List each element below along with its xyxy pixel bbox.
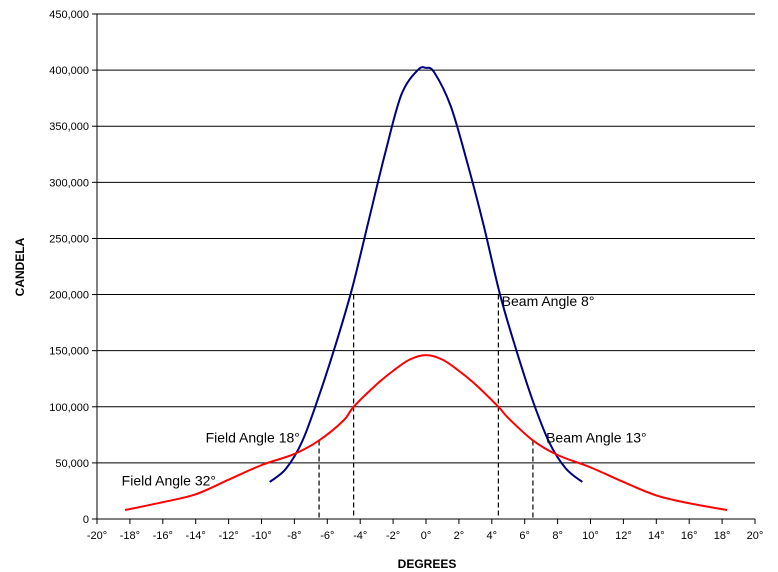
x-tick-label: 8° xyxy=(552,530,563,542)
x-tick-label: 10° xyxy=(582,530,599,542)
x-tick-label: 20° xyxy=(747,530,764,542)
y-axis-title: CANDELA xyxy=(13,237,27,296)
x-tick-label: -6° xyxy=(320,530,334,542)
x-tick-label: -4° xyxy=(353,530,367,542)
x-tick-label: 16° xyxy=(681,530,698,542)
x-tick-label: -14° xyxy=(186,530,206,542)
annotation-label: Beam Angle 8° xyxy=(502,293,595,309)
x-tick-label: 4° xyxy=(487,530,498,542)
y-tick-label: 250,000 xyxy=(49,233,89,245)
y-tick-label: 450,000 xyxy=(49,9,89,21)
annotation-label: Beam Angle 13° xyxy=(546,430,647,446)
grid-lines xyxy=(97,13,755,464)
y-tick-label: 50,000 xyxy=(55,458,89,470)
x-tick-label: 14° xyxy=(648,530,665,542)
x-tick-label: 18° xyxy=(714,530,731,542)
y-tick-labels: 0 50,000 100,000 150,000 200,000 250,000 300,0… xyxy=(49,9,89,526)
y-tick-label: 350,000 xyxy=(49,121,89,133)
x-tick-label: -18° xyxy=(120,530,140,542)
x-tick-labels: -20° -18° -16° -14° -12° -10° -8° -6° -4° -2° 0° 2°… xyxy=(87,530,763,542)
x-tick-label: -20° xyxy=(87,530,107,542)
y-tick-label: 400,000 xyxy=(49,65,89,77)
y-tick-label: 0 xyxy=(83,514,89,526)
x-tick-label: -12° xyxy=(218,530,238,542)
x-tick-label: 0° xyxy=(421,530,432,542)
x-tick-label: 12° xyxy=(615,530,632,542)
x-tick-label: 6° xyxy=(519,530,530,542)
series-line-1 xyxy=(269,66,583,483)
x-tick-label: -16° xyxy=(153,530,173,542)
y-tick-label: 200,000 xyxy=(49,290,89,302)
series-line-2 xyxy=(124,354,728,512)
series-lines xyxy=(124,66,728,512)
x-axis-title: DEGREES xyxy=(398,557,457,571)
y-tick-label: 150,000 xyxy=(49,346,89,358)
y-tick-label: 100,000 xyxy=(49,402,89,414)
annotation-label: Field Angle 18° xyxy=(206,430,300,446)
y-tick-label: 300,000 xyxy=(49,177,89,189)
axes xyxy=(92,13,756,524)
x-tick-label: -8° xyxy=(287,530,301,542)
x-tick-label: 2° xyxy=(454,530,465,542)
annotation-label: Field Angle 32° xyxy=(122,472,216,488)
x-tick-label: -10° xyxy=(251,530,271,542)
x-tick-label: -2° xyxy=(386,530,400,542)
annotations: Beam Angle 8° Beam Angle 13° Field Angle 1… xyxy=(122,293,647,489)
